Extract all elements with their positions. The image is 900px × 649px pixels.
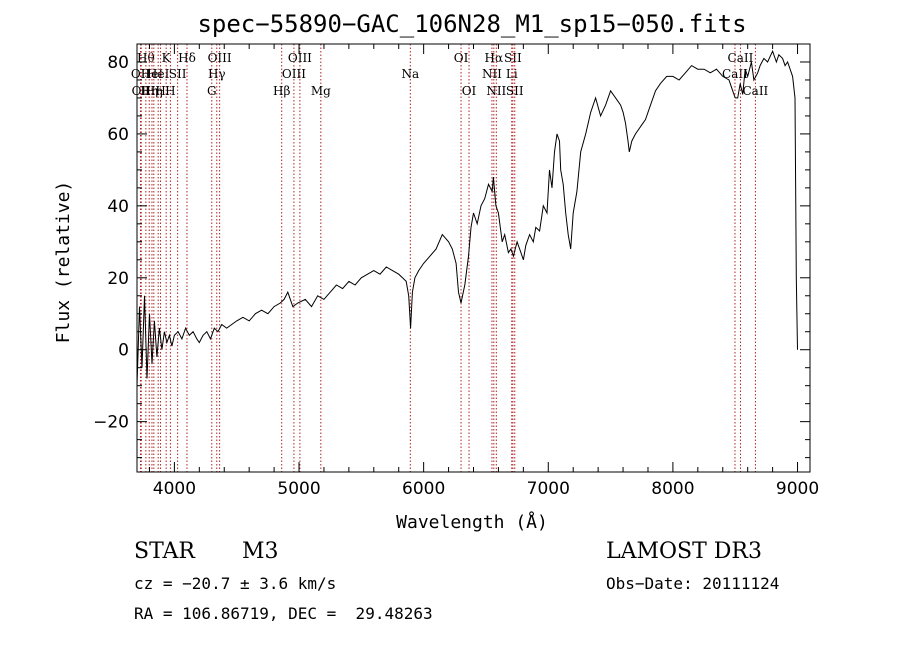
line-marker-label: SII — [504, 51, 522, 65]
line-marker-label: SII — [169, 67, 187, 81]
x-tick-label: 5000 — [277, 479, 320, 499]
line-marker-label: NII — [486, 84, 506, 98]
line-marker-label: Hγ — [208, 67, 226, 81]
line-marker-label: K — [162, 51, 172, 65]
line-marker-label: OIII — [288, 51, 312, 65]
x-tick-label: 8000 — [651, 479, 694, 499]
plot-frame — [136, 43, 811, 473]
y-tick-label: 60 — [107, 125, 129, 145]
line-marker-label: Hα — [485, 51, 504, 65]
object-class: STAR — [134, 539, 195, 564]
line-marker-label: CaII — [722, 67, 748, 81]
survey-name: LAMOST DR3 — [606, 539, 762, 564]
line-marker-label: SII — [506, 84, 524, 98]
y-tick-label: −20 — [93, 413, 129, 433]
y-axis-label: Flux (relative) — [53, 181, 74, 344]
y-tick-label: 40 — [107, 197, 129, 217]
y-tick-label: 0 — [118, 341, 129, 361]
x-tick-label: 9000 — [776, 479, 819, 499]
line-marker-label: NII — [482, 67, 502, 81]
line-marker-label: Hδ — [178, 51, 196, 65]
y-tick-label: 20 — [107, 269, 129, 289]
line-marker-label: OI — [462, 84, 477, 98]
line-marker-label: CaII — [728, 51, 754, 65]
line-marker-label: Mg — [311, 84, 331, 98]
line-marker-label: OIII — [208, 51, 232, 65]
line-marker-label: CaII — [742, 84, 768, 98]
spectrum-series — [136, 49, 798, 386]
line-marker-label: OI — [454, 51, 469, 65]
line-marker-label: Hβ — [273, 84, 290, 98]
x-tick-label: 4000 — [153, 479, 196, 499]
chart-title: spec−55890−GAC_106N28_M1_sp15−050.fits — [197, 10, 746, 38]
line-marker-label: Li — [506, 67, 518, 81]
x-tick-label: 6000 — [402, 479, 445, 499]
line-marker-label: HeI — [141, 67, 164, 81]
ra-dec: RA = 106.86719, DEC = 29.48263 — [134, 604, 433, 623]
observation-date: Obs−Date: 20111124 — [606, 574, 780, 593]
spectrum-line-0 — [136, 49, 798, 386]
line-marker-label: H — [165, 84, 175, 98]
line-marker-label: OIII — [282, 67, 306, 81]
line-marker-label: G — [207, 84, 217, 98]
line-marker-label: H — [155, 84, 165, 98]
x-tick-label: 7000 — [527, 479, 570, 499]
line-marker-label: Na — [401, 67, 419, 81]
redshift-velocity: cz = −20.7 ± 3.6 km/s — [134, 574, 337, 593]
y-tick-label: 80 — [107, 53, 129, 73]
x-axis-label: Wavelength (Å) — [396, 511, 548, 533]
line-marker-label: OII — [131, 67, 151, 81]
object-subclass: M3 — [242, 539, 279, 564]
y-axis: −20 0 20 40 60 80 — [93, 53, 810, 459]
x-axis: 4000 5000 6000 7000 8000 9000 — [148, 44, 819, 499]
line-markers: OIIOIIHθHηHeIHηHeIHKHSIIHδGHγOIIIHβOIIIO… — [131, 44, 769, 472]
line-marker-label: HeI — [147, 67, 170, 81]
